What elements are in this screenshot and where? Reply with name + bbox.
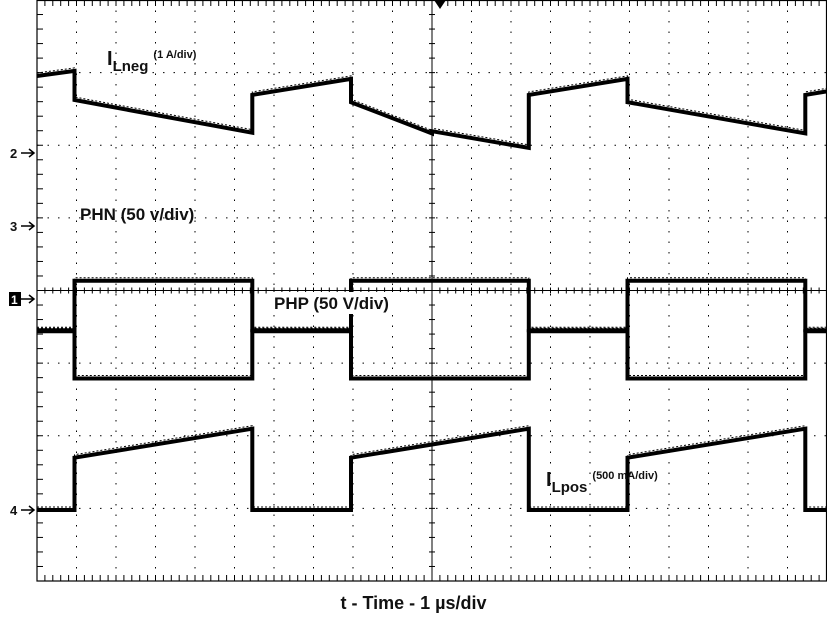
graticule [36,0,827,582]
trace-phn [37,329,827,381]
channel-1-number: 1 [11,293,18,307]
trace-noise-ilpos [37,425,827,508]
trace-noise-php [37,277,827,328]
phn-label: PHN (50 v/div) [80,205,194,224]
trace-ilneg [36,68,827,151]
channel-3-number: 3 [10,219,17,234]
trigger-position-marker [434,0,446,9]
ilneg-label: ILneg(1 A/div) [107,48,197,75]
ilpos-label: ILpos(500 mA/div) [546,469,658,496]
channel-4-number: 4 [10,503,18,518]
php-label: PHP (50 V/div) [274,294,389,313]
trace-ilpos [37,426,827,512]
trace-noise-ilneg [36,67,827,146]
channel-3-marker: 3 [10,219,36,234]
php-label-background [272,292,416,314]
trace-php [37,278,827,333]
trace-noise-phn [37,327,827,376]
channel-2-number: 2 [10,146,17,161]
channel-2-marker: 2 [10,146,36,161]
waveform-traces [36,67,827,512]
channel-1-marker: 1 [9,292,36,307]
channel-4-marker: 4 [10,503,36,518]
x-axis-label: t - Time - 1 µs/div [340,593,487,613]
